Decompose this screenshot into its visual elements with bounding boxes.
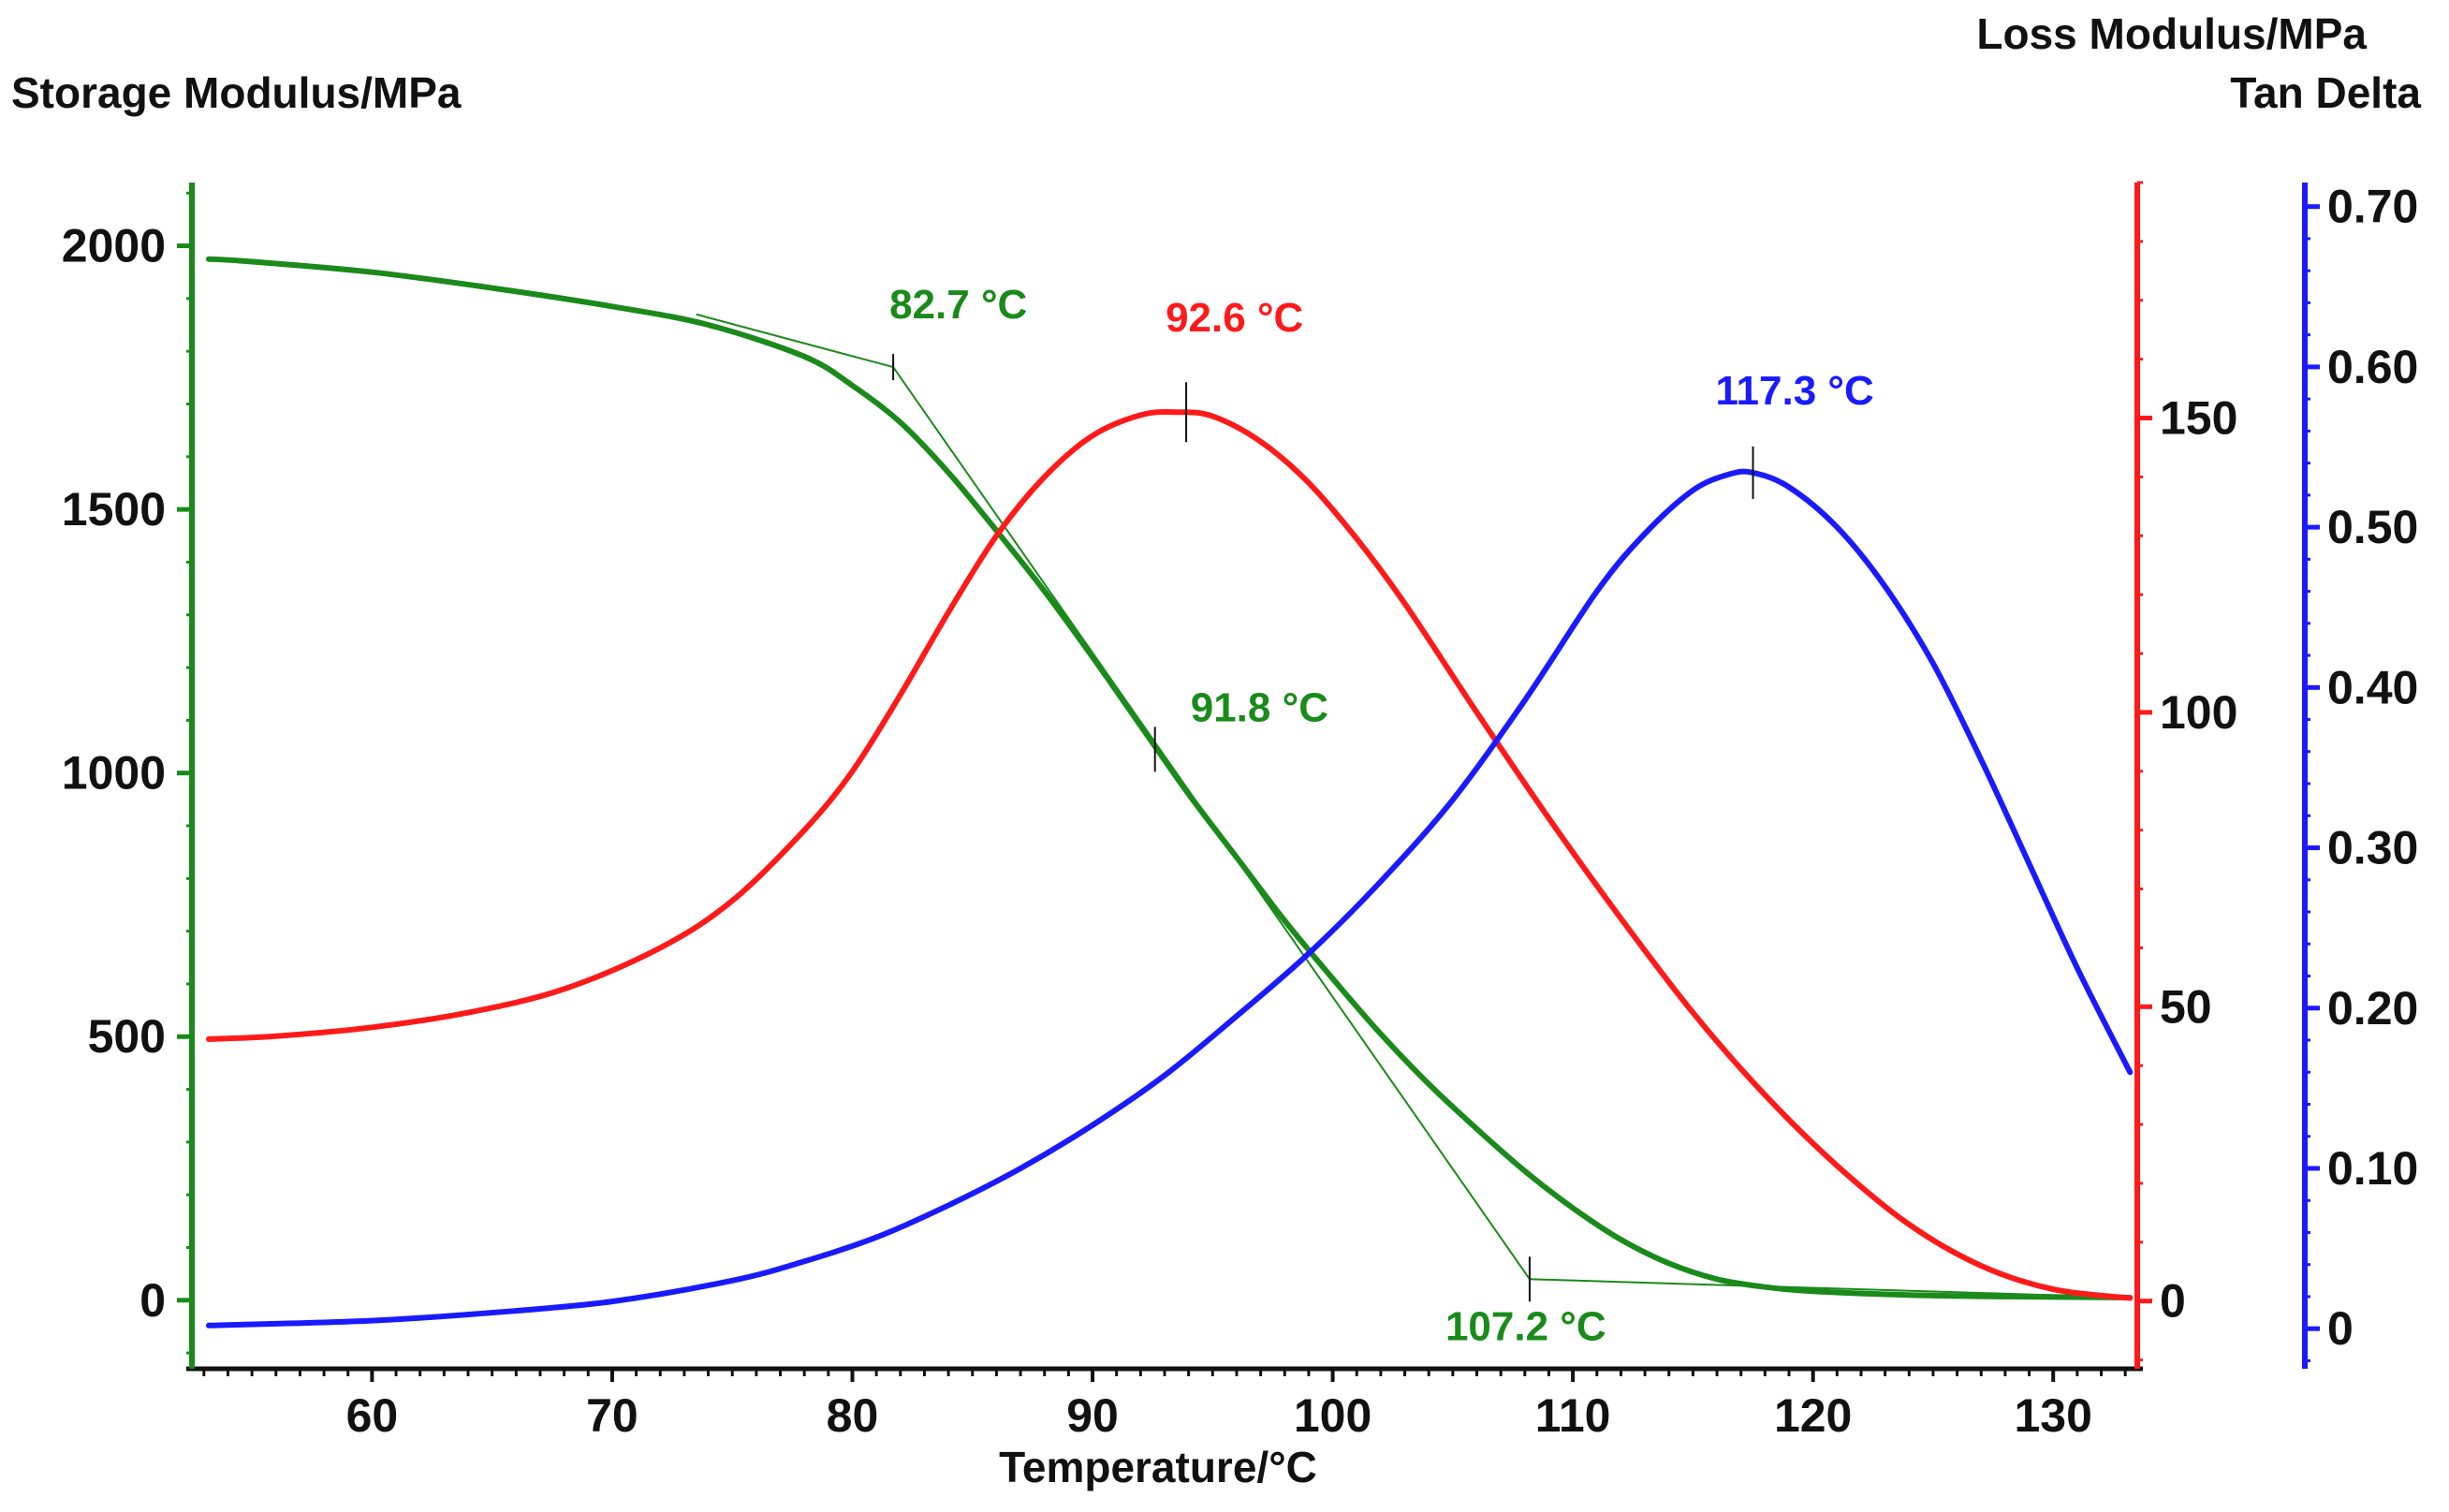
- storage-tick-label: 1500: [62, 483, 166, 536]
- x-axis-title: Temperature/°C: [999, 1443, 1317, 1491]
- tand-tick-label: 0.70: [2327, 181, 2418, 233]
- axes-layer: 60 70 80 90 100 110 120 13005001000150020000501…: [62, 181, 2419, 1442]
- storage-tick-label: 1000: [62, 747, 166, 800]
- annotation-label: 82.7 °C: [889, 282, 1027, 328]
- x-tick-label: 120: [1774, 1389, 1852, 1442]
- tand-tick-label: 0.60: [2327, 341, 2418, 393]
- storage-axis-title: Storage Modulus/MPa: [11, 68, 462, 117]
- tand-tick-label: 0.40: [2327, 661, 2418, 713]
- annotation-label: 107.2 °C: [1445, 1303, 1606, 1349]
- x-tick-label: 110: [1535, 1389, 1611, 1442]
- annotation-label: 92.6 °C: [1166, 295, 1303, 341]
- tandelta-axis-title: Tan Delta: [2230, 68, 2421, 117]
- series-layer: [206, 256, 2134, 1329]
- storage-tick-label: 500: [88, 1010, 166, 1063]
- x-tick-label: 90: [1066, 1389, 1119, 1442]
- annotation-label: 117.3 °C: [1716, 368, 1874, 414]
- storage-tick-label: 0: [139, 1274, 166, 1327]
- tand-tick-label: 0.20: [2327, 982, 2418, 1035]
- loss-tick-label: 100: [2160, 686, 2237, 739]
- tand-tick-label: 0.10: [2327, 1142, 2418, 1195]
- x-tick-label: 130: [2014, 1389, 2091, 1442]
- loss-modulus-line: [206, 409, 2134, 1301]
- loss-tick-label: 50: [2160, 980, 2212, 1033]
- tand-tick-label: 0: [2327, 1302, 2354, 1355]
- x-tick-label: 70: [586, 1389, 638, 1442]
- x-tick-label: 80: [827, 1389, 879, 1442]
- tan-delta-line: [206, 468, 2134, 1329]
- x-tick-label: 100: [1294, 1389, 1371, 1442]
- storage-tangent-line: [696, 313, 894, 369]
- loss-tick-label: 150: [2160, 392, 2237, 445]
- loss-tick-label: 0: [2160, 1275, 2186, 1328]
- tand-tick-label: 0.50: [2327, 501, 2418, 553]
- annotation-labels: 82.7 °C 91.8 °C 107.2 °C 92.6 °C 117.3 °C: [889, 282, 1874, 1349]
- storage-modulus-line: [206, 256, 2134, 1300]
- annotation-guides: [696, 313, 2131, 1299]
- annotation-label: 91.8 °C: [1191, 684, 1328, 730]
- storage-tick-label: 2000: [62, 220, 166, 272]
- x-tick-label: 60: [346, 1389, 399, 1442]
- tand-tick-label: 0.30: [2327, 822, 2418, 874]
- loss-axis-title: Loss Modulus/MPa: [1976, 9, 2367, 58]
